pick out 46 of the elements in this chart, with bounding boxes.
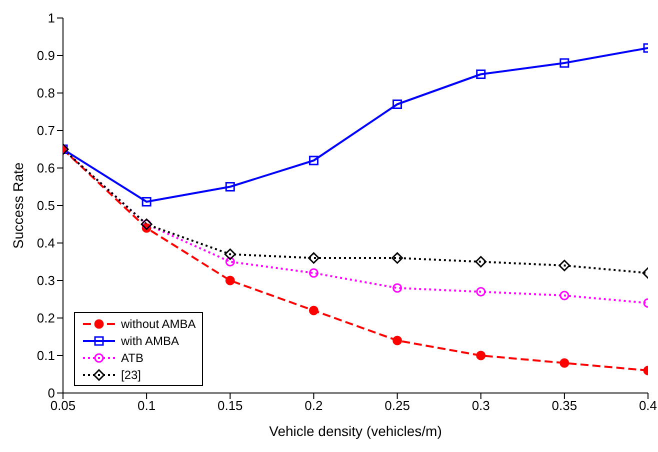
x-tick-label: 0.4 xyxy=(638,398,658,414)
y-tick-label: 1 xyxy=(48,10,55,26)
point xyxy=(560,290,570,300)
y-tick-label: 0.9 xyxy=(36,48,55,64)
y-tick-label: 0.1 xyxy=(36,348,55,364)
x-tick-label: 0.1 xyxy=(138,398,156,414)
y-tick-label: 0.5 xyxy=(36,198,55,214)
point xyxy=(225,276,235,286)
point xyxy=(308,252,320,264)
point xyxy=(308,268,318,278)
point xyxy=(558,260,570,272)
y-tick-label: 0.8 xyxy=(36,86,55,101)
legend-label: [23] xyxy=(121,368,142,382)
legend-label: with AMBA xyxy=(121,334,180,348)
point xyxy=(308,156,318,166)
y-tick-label: 0.3 xyxy=(36,273,55,288)
point xyxy=(475,256,487,268)
point xyxy=(476,287,486,296)
point xyxy=(560,358,570,368)
point xyxy=(224,248,236,260)
point xyxy=(560,58,570,68)
point xyxy=(392,283,402,293)
x-tick-label: 0.2 xyxy=(304,398,323,414)
x-tick-label: 0.25 xyxy=(384,398,410,414)
x-tick-label: 0.15 xyxy=(217,398,243,414)
point xyxy=(142,197,152,206)
point xyxy=(476,350,486,360)
legend-label: without AMBA xyxy=(121,316,196,330)
point xyxy=(308,306,318,316)
point xyxy=(225,182,235,192)
point xyxy=(476,70,486,79)
y-tick-label: 0.6 xyxy=(36,160,55,176)
x-axis-title: Vehicle density (vehicles/m) xyxy=(269,423,442,439)
point xyxy=(392,336,402,346)
point xyxy=(392,100,402,109)
legend-label: ATB xyxy=(121,350,144,364)
y-axis-title: Success Rate xyxy=(10,162,26,249)
x-tick-label: 0.05 xyxy=(50,398,76,414)
y-tick-label: 0 xyxy=(48,386,55,401)
x-tick-label: 0.3 xyxy=(472,398,490,414)
x-tick-label: 0.35 xyxy=(552,398,578,414)
point xyxy=(225,257,235,266)
y-tick-label: 0.2 xyxy=(36,310,55,326)
point xyxy=(392,252,404,264)
y-tick-label: 0.4 xyxy=(36,236,55,251)
y-tick-label: 0.7 xyxy=(36,123,55,138)
